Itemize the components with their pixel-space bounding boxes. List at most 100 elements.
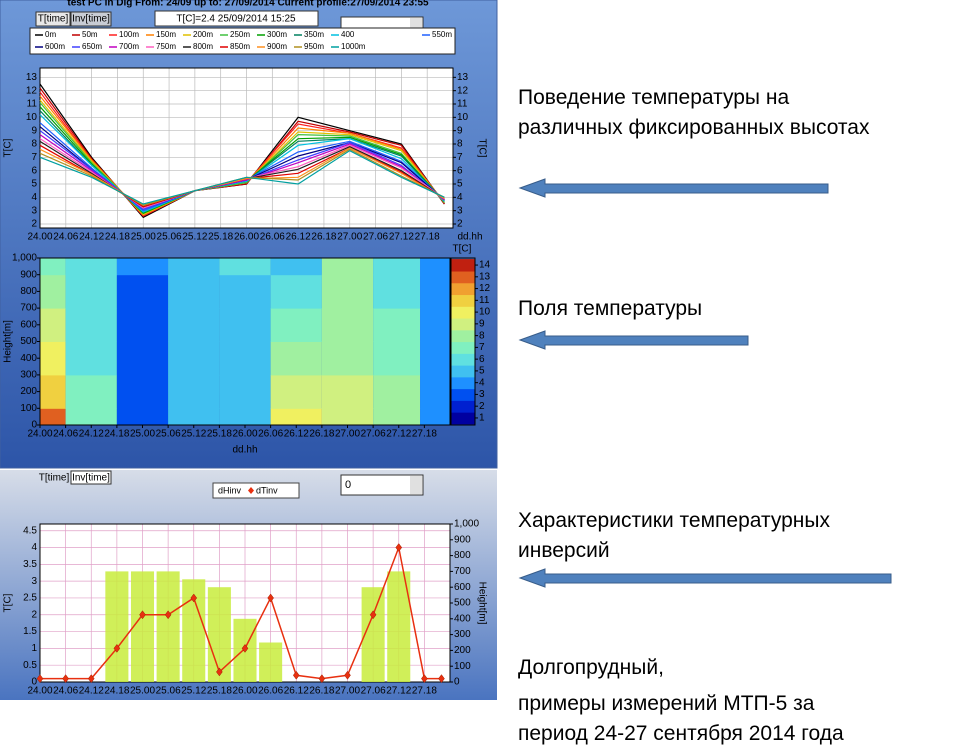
x-tick-label: 26.12 xyxy=(284,686,309,697)
marker xyxy=(113,643,121,653)
contour-cell xyxy=(420,274,450,309)
y-tick-label: 500 xyxy=(20,336,37,347)
y-tick-label: 100 xyxy=(20,403,37,414)
colorbar-tick-label: 7 xyxy=(479,342,485,353)
x-tick-label: 25.18 xyxy=(207,686,232,697)
contour-cell xyxy=(321,274,374,309)
y2-tick-label: 300 xyxy=(454,629,471,640)
contour-cell xyxy=(219,308,271,342)
x-tick-label: 27.18 xyxy=(412,686,437,697)
x-tick-label: 25.00 xyxy=(130,686,155,697)
marker xyxy=(318,674,326,684)
tab-label[interactable]: T[time] xyxy=(39,473,70,484)
contour-cell xyxy=(420,341,450,376)
plot-frame xyxy=(39,257,451,426)
y2-tick-label: 800 xyxy=(454,550,471,561)
legend-label: 150m xyxy=(156,30,176,39)
legend xyxy=(212,482,300,499)
legend-label: 100m xyxy=(119,30,139,39)
legend-label: dTinv xyxy=(256,485,278,495)
contour-cell xyxy=(373,341,421,376)
contour-cell xyxy=(420,408,450,425)
colorbar-tick-label: 5 xyxy=(479,366,485,377)
contour-cell xyxy=(219,341,271,376)
bar xyxy=(130,571,155,682)
y-tick-label: 0 xyxy=(31,677,37,688)
contour-cell xyxy=(420,308,450,342)
y2-tick-label: 12 xyxy=(457,85,469,96)
y2-tick-label: 8 xyxy=(457,139,463,150)
tab[interactable] xyxy=(35,11,71,27)
spinbox[interactable] xyxy=(340,474,424,496)
colorbar-cell xyxy=(451,317,475,331)
contour-cell xyxy=(219,274,271,309)
tab-label[interactable]: Inv[time] xyxy=(72,473,110,484)
y-tick-label: 600 xyxy=(20,319,37,330)
y2-tick-label: 400 xyxy=(454,613,471,624)
tab[interactable] xyxy=(70,11,112,27)
tab-label[interactable]: T[time] xyxy=(38,14,69,25)
y-tick-label: 12 xyxy=(26,85,38,96)
y2-tick-label: 13 xyxy=(457,72,469,83)
x-tick-label: 26.18 xyxy=(309,686,334,697)
y-tick-label: 0 xyxy=(31,420,37,431)
x-tick-label: 27.00 xyxy=(335,429,360,440)
series-line xyxy=(39,147,445,206)
x-tick-label: 26.00 xyxy=(232,686,257,697)
colorbar-tick-label: 11 xyxy=(479,295,490,306)
spin-buttons[interactable] xyxy=(410,476,422,494)
x-tick-label: 24.06 xyxy=(53,429,78,440)
x-tick-label: 25.00 xyxy=(131,232,156,243)
y2-tick-label: 2 xyxy=(457,219,463,230)
legend-label: 50m xyxy=(82,30,98,39)
x-tick-label: 25.12 xyxy=(181,429,206,440)
x-tick-label: 24.18 xyxy=(104,429,129,440)
y-tick-label: 7 xyxy=(31,152,37,163)
x-tick-label: 25.12 xyxy=(181,686,206,697)
contour-cell xyxy=(373,308,421,342)
contour-cell xyxy=(270,374,322,409)
x-tick-label: 24.06 xyxy=(53,232,78,243)
x-tick-label: 27.00 xyxy=(337,232,362,243)
y-tick-label: 700 xyxy=(20,303,37,314)
marker xyxy=(241,643,249,653)
tab[interactable] xyxy=(70,470,112,485)
annotation-text: инверсий xyxy=(518,539,610,562)
x-tick-label: 26.12 xyxy=(286,232,311,243)
y-tick-label: 4 xyxy=(31,192,37,203)
y-tick-label: 200 xyxy=(20,386,37,397)
legend-swatch xyxy=(248,487,254,494)
y-tick-label: 2 xyxy=(31,219,37,230)
marker xyxy=(438,674,445,684)
bar xyxy=(105,571,129,682)
marker xyxy=(421,674,428,684)
tab-label[interactable]: Inv[time] xyxy=(72,14,110,25)
x-tick-label: 25.06 xyxy=(156,686,181,697)
x-tick-label: 25.18 xyxy=(207,429,232,440)
contour-cell xyxy=(219,408,271,425)
window-title: test PC in Dlg From: 24/09 up to: 27/09/… xyxy=(67,0,429,9)
colorbar-cell xyxy=(451,329,475,343)
y-tick-label: 4 xyxy=(31,542,37,553)
y2-tick-label: 700 xyxy=(454,566,471,577)
y-tick-label: 300 xyxy=(20,370,37,381)
colorbar-tick-label: 8 xyxy=(479,330,485,341)
legend-label: 650m xyxy=(82,42,102,51)
colorbar-tick-label: 10 xyxy=(479,307,491,318)
contour-cell xyxy=(270,408,322,425)
arrow xyxy=(518,568,892,588)
y2-tick-label: 7 xyxy=(457,152,463,163)
contour-cell xyxy=(321,374,374,409)
contour-cell xyxy=(116,258,169,276)
colorbar-tick-label: 9 xyxy=(479,318,485,329)
legend-label: 700m xyxy=(119,42,139,51)
contour-cell xyxy=(40,274,66,309)
x-tick-label: 26.00 xyxy=(234,232,259,243)
y2-tick-label: 100 xyxy=(454,661,471,672)
y2-tick-label: 6 xyxy=(457,165,463,176)
value-field-text: T[C]=2.4 25/09/2014 15:25 xyxy=(176,14,296,25)
spinbox-value[interactable]: 0 xyxy=(345,479,351,491)
contour-cell xyxy=(373,258,421,276)
y-tick-label: 13 xyxy=(26,72,38,83)
marker xyxy=(216,667,223,677)
